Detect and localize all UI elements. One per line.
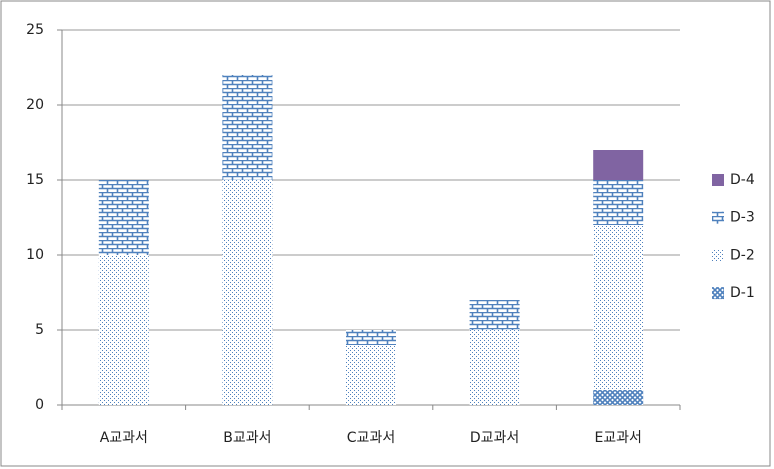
legend-label: D-4: [730, 172, 755, 188]
bar-segment: [469, 300, 520, 330]
bar-segment: [98, 180, 149, 255]
y-tick-label: 20: [26, 97, 44, 113]
x-tick-label: A교과서: [100, 430, 148, 446]
y-tick-label: 25: [26, 22, 44, 38]
legend-swatch: [712, 211, 724, 224]
legend-swatch: [712, 174, 724, 186]
bar-segment: [346, 345, 396, 405]
legend-label: D-3: [730, 210, 755, 226]
x-tick-label: B교과서: [223, 430, 271, 446]
y-tick-label: 15: [26, 172, 44, 188]
x-tick-label: E교과서: [594, 430, 642, 446]
bar-segment: [593, 180, 644, 225]
y-tick-label: 5: [35, 322, 44, 338]
legend-swatch: [712, 287, 724, 300]
bar-segment: [98, 255, 149, 405]
legend-swatch: [712, 249, 724, 262]
bar-segment: [593, 225, 644, 390]
y-tick-label: 10: [26, 247, 44, 263]
bar-segment: [346, 330, 396, 345]
bar-segment: [222, 180, 273, 405]
y-tick-label: 0: [35, 397, 44, 413]
bar-segment: [222, 75, 273, 180]
bar-segment: [593, 150, 644, 180]
legend-label: D-1: [730, 285, 755, 301]
x-tick-label: C교과서: [347, 430, 395, 446]
legend-label: D-2: [730, 247, 755, 263]
bar-segment: [469, 330, 520, 405]
x-tick-label: D교과서: [470, 430, 519, 446]
bar-segment: [593, 390, 644, 405]
